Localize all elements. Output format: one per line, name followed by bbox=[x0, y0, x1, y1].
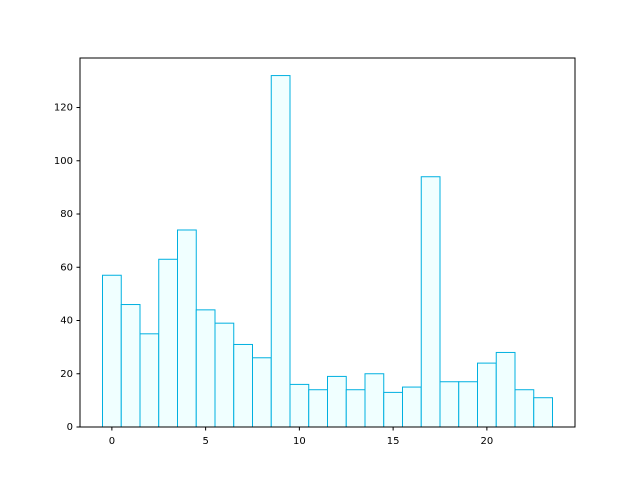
bar bbox=[533, 397, 553, 428]
bar bbox=[120, 304, 141, 428]
bar bbox=[177, 229, 197, 428]
bar bbox=[345, 389, 366, 428]
x-tick-label: 0 bbox=[109, 436, 115, 447]
bar bbox=[458, 381, 478, 428]
y-tick-label: 100 bbox=[54, 156, 73, 167]
x-tick-label: 5 bbox=[202, 436, 208, 447]
x-tick-label: 20 bbox=[481, 436, 494, 447]
bar bbox=[289, 383, 310, 428]
y-tick-label: 80 bbox=[60, 209, 73, 220]
bar bbox=[214, 322, 235, 428]
bar bbox=[139, 333, 160, 428]
x-tick-label: 10 bbox=[293, 436, 306, 447]
bar bbox=[439, 381, 460, 428]
bar bbox=[102, 274, 122, 428]
y-tick-label: 0 bbox=[67, 422, 73, 433]
bar bbox=[327, 375, 347, 428]
bar bbox=[308, 389, 328, 428]
bar bbox=[364, 373, 385, 428]
bar bbox=[477, 362, 497, 428]
bar bbox=[383, 391, 403, 428]
bar bbox=[158, 258, 178, 428]
bar bbox=[270, 75, 291, 428]
axes-frame bbox=[79, 57, 576, 428]
bar bbox=[195, 309, 216, 428]
x-tick-label: 15 bbox=[387, 436, 400, 447]
y-tick-label: 40 bbox=[60, 316, 73, 327]
bar bbox=[402, 386, 422, 428]
y-tick-label: 120 bbox=[54, 103, 73, 114]
bar bbox=[252, 357, 272, 428]
bar bbox=[233, 343, 253, 428]
bar bbox=[420, 176, 441, 428]
bar bbox=[514, 389, 535, 428]
y-tick-label: 20 bbox=[60, 369, 73, 380]
y-tick-label: 60 bbox=[60, 262, 73, 273]
bar bbox=[495, 351, 516, 428]
